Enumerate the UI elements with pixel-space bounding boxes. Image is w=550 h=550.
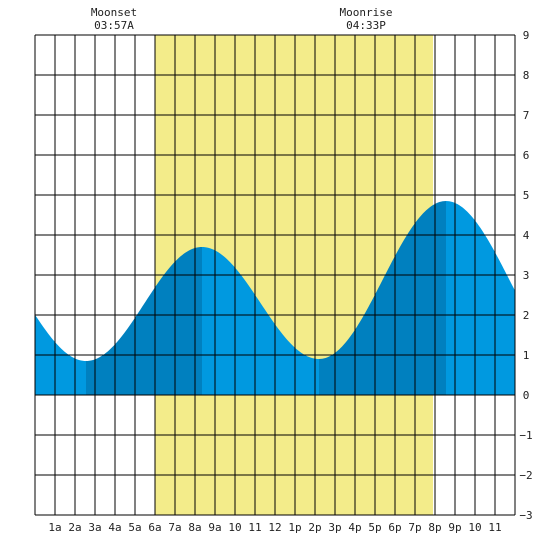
x-tick-label: 5p (368, 521, 381, 534)
y-tick-label: −3 (519, 509, 532, 522)
y-tick-label: −2 (519, 469, 532, 482)
x-tick-label: 1p (288, 521, 301, 534)
moonset-label: Moonset (91, 6, 137, 19)
x-tick-label: 11 (248, 521, 261, 534)
moonrise-time: 04:33P (346, 19, 386, 32)
x-tick-label: 2a (68, 521, 81, 534)
x-tick-label: 11 (488, 521, 501, 534)
x-tick-label: 9p (448, 521, 461, 534)
x-tick-label: 2p (308, 521, 321, 534)
x-tick-label: 3p (328, 521, 341, 534)
y-tick-label: 4 (523, 229, 530, 242)
x-tick-label: 4p (348, 521, 361, 534)
x-tick-label: 10 (468, 521, 481, 534)
x-tick-label: 7a (168, 521, 181, 534)
x-tick-label: 9a (208, 521, 221, 534)
y-tick-label: 6 (523, 149, 530, 162)
tide-area-falling (446, 201, 515, 395)
x-tick-label: 7p (408, 521, 421, 534)
y-tick-label: 3 (523, 269, 530, 282)
x-tick-label: 1a (48, 521, 61, 534)
y-tick-label: 9 (523, 29, 530, 42)
moonrise-label: Moonrise (340, 6, 393, 19)
tide-area-falling (202, 247, 319, 395)
y-tick-label: 5 (523, 189, 530, 202)
y-tick-label: −1 (519, 429, 532, 442)
x-tick-label: 12 (268, 521, 281, 534)
y-tick-label: 8 (523, 69, 530, 82)
x-tick-label: 8a (188, 521, 201, 534)
y-tick-label: 2 (523, 309, 530, 322)
moonset-time: 03:57A (94, 19, 134, 32)
y-tick-label: 0 (523, 389, 530, 402)
y-tick-label: 1 (523, 349, 530, 362)
x-tick-label: 10 (228, 521, 241, 534)
x-tick-label: 6p (388, 521, 401, 534)
x-tick-label: 3a (88, 521, 101, 534)
x-tick-label: 5a (128, 521, 141, 534)
y-tick-label: 7 (523, 109, 530, 122)
tide-area-rising (319, 201, 446, 395)
x-tick-label: 4a (108, 521, 121, 534)
x-tick-label: 8p (428, 521, 441, 534)
x-tick-label: 6a (148, 521, 161, 534)
